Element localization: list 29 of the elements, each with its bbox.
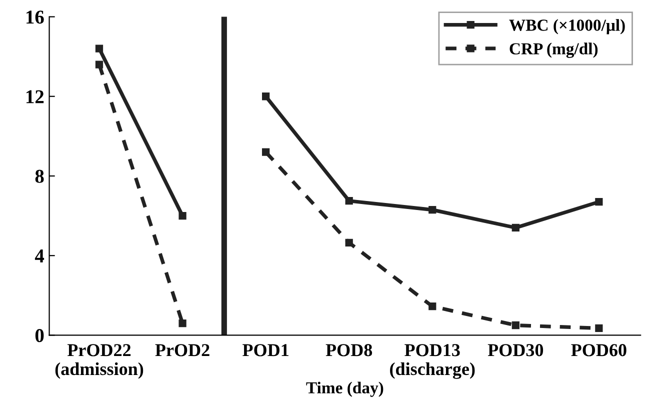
point bbox=[512, 224, 520, 232]
x-tick-label: POD30 bbox=[488, 344, 544, 356]
x-axis-title: Time (day) bbox=[306, 382, 384, 397]
point bbox=[512, 321, 520, 330]
x-tick-label: PrOD2 bbox=[155, 344, 210, 356]
point bbox=[428, 302, 436, 310]
y-tick-label: 4 bbox=[34, 250, 44, 262]
legend-label: CRP (mg/dl) bbox=[510, 42, 598, 58]
point bbox=[178, 319, 186, 328]
x-tick-label: POD13 (discharge) bbox=[390, 344, 475, 379]
point bbox=[178, 212, 186, 220]
point bbox=[95, 60, 104, 68]
x-tick-label: POD1 bbox=[242, 344, 288, 356]
x-tick-label: PrOD22 (admission) bbox=[55, 344, 144, 379]
point bbox=[262, 148, 270, 156]
point bbox=[95, 44, 104, 52]
point bbox=[345, 238, 353, 246]
legend-label: WBC (×1000/μl) bbox=[509, 19, 625, 34]
point bbox=[428, 206, 436, 214]
x-tick-label: POD8 bbox=[326, 344, 372, 356]
point bbox=[345, 197, 353, 205]
y-tick-label: 12 bbox=[26, 90, 44, 104]
y-tick-label: 8 bbox=[35, 170, 44, 183]
point bbox=[595, 324, 603, 332]
point bbox=[262, 92, 270, 100]
y-tick-label: 16 bbox=[26, 10, 44, 24]
x-tick-label: POD60 bbox=[571, 344, 626, 356]
y-tick-label: 0 bbox=[35, 329, 44, 342]
point bbox=[595, 198, 603, 206]
